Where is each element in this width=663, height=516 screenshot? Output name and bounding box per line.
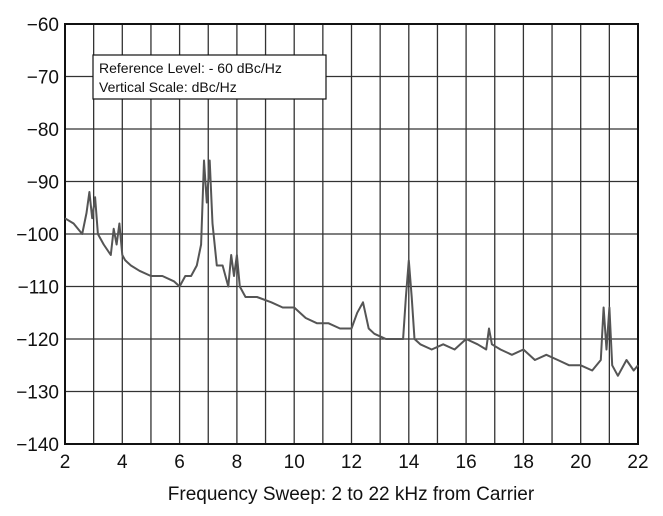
x-tick-label: 14 — [398, 452, 420, 473]
x-axis-label: Frequency Sweep: 2 to 22 kHz from Carrie… — [168, 484, 535, 505]
y-tick-label: −100 — [16, 225, 59, 246]
y-tick-label: −60 — [27, 15, 59, 36]
y-tick-label: −70 — [27, 68, 59, 89]
vertical-scale-annotation: Vertical Scale: dBc/Hz — [99, 79, 237, 95]
x-tick-label: 6 — [174, 452, 185, 473]
x-tick-label: 8 — [232, 452, 243, 473]
data-series — [64, 159, 639, 377]
x-tick-label: 18 — [513, 452, 534, 473]
x-tick-labels: 2 4 6 8 10 12 14 16 18 20 22 — [60, 452, 649, 473]
x-tick-label: 10 — [284, 452, 305, 473]
series-line — [64, 159, 639, 377]
y-tick-label: −130 — [16, 383, 59, 404]
legend-box: Reference Level: - 60 dBc/Hz Vertical Sc… — [92, 54, 327, 100]
y-tick-label: −90 — [27, 173, 59, 194]
reference-level-annotation: Reference Level: - 60 dBc/Hz — [99, 60, 282, 76]
y-tick-label: −140 — [16, 435, 59, 456]
y-tick-label: −80 — [27, 120, 59, 141]
plot-border — [64, 23, 639, 445]
legend-frame — [92, 54, 327, 100]
x-tick-label: 22 — [627, 452, 648, 473]
x-tick-label: 12 — [341, 452, 362, 473]
plot-frame — [64, 23, 639, 445]
x-tick-label: 2 — [60, 452, 71, 473]
x-tick-label: 4 — [117, 452, 128, 473]
y-tick-labels: −60 −70 −80 −90 −100 −110 −120 −130 −140 — [16, 15, 59, 456]
y-tick-label: −120 — [16, 330, 59, 351]
y-tick-label: −110 — [18, 278, 59, 299]
x-tick-label: 20 — [570, 452, 591, 473]
x-tick-label: 16 — [456, 452, 477, 473]
